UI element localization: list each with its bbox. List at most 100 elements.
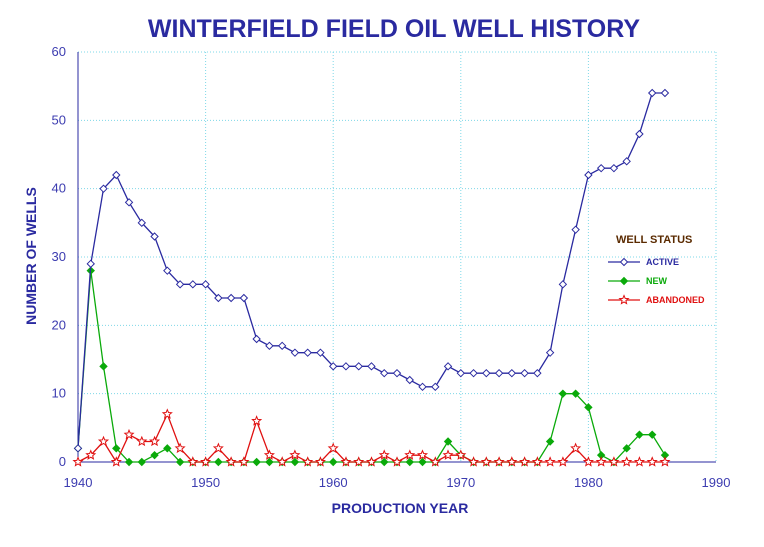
- data-point-new: [635, 430, 644, 439]
- data-point-abandoned: [110, 456, 122, 467]
- data-point-abandoned: [200, 456, 212, 467]
- data-point-abandoned: [161, 408, 173, 419]
- data-point-abandoned: [72, 456, 84, 467]
- data-point-abandoned: [544, 456, 556, 467]
- data-point-abandoned: [633, 456, 645, 467]
- data-point-abandoned: [570, 442, 582, 454]
- data-point-active: [316, 348, 325, 357]
- y-tick-label: 0: [59, 454, 66, 469]
- data-point-active: [226, 293, 236, 303]
- data-point-active: [635, 129, 644, 139]
- data-point-new: [584, 403, 593, 412]
- data-point-abandoned: [404, 449, 416, 460]
- data-point-abandoned: [302, 456, 314, 467]
- series-active: [73, 88, 670, 453]
- data-point-active: [86, 259, 95, 269]
- data-point-active: [239, 293, 249, 303]
- data-point-abandoned: [276, 456, 288, 467]
- data-point-new: [647, 430, 657, 439]
- data-point-active: [660, 88, 670, 98]
- data-point-abandoned: [442, 449, 454, 460]
- y-tick-label: 30: [52, 249, 66, 264]
- data-point-new: [418, 457, 427, 467]
- data-point-abandoned: [378, 449, 390, 460]
- data-point-active: [469, 368, 478, 378]
- data-point-active: [290, 348, 300, 357]
- data-point-abandoned: [97, 435, 110, 447]
- x-tick-label: 1960: [319, 475, 348, 490]
- data-point-abandoned: [455, 449, 467, 460]
- data-point-active: [456, 368, 466, 378]
- data-point-active: [265, 341, 274, 351]
- data-point-abandoned: [314, 456, 326, 467]
- data-point-new: [150, 450, 159, 460]
- data-point-abandoned: [251, 415, 263, 426]
- data-point-abandoned: [429, 456, 441, 467]
- data-point-new: [290, 457, 300, 467]
- data-point-new: [558, 389, 568, 398]
- data-point-active: [647, 88, 657, 98]
- legend-label-active: ACTIVE: [646, 257, 679, 267]
- data-point-active: [494, 368, 504, 378]
- data-point-new: [443, 437, 453, 446]
- data-point-abandoned: [391, 456, 403, 467]
- y-axis-label: NUMBER OF WELLS: [23, 187, 39, 325]
- y-tick-label: 20: [52, 317, 66, 332]
- legend-marker-new: [619, 276, 629, 286]
- y-tick-label: 10: [52, 386, 66, 401]
- legend-marker-active: [619, 257, 629, 267]
- series-line-abandoned: [77, 412, 665, 464]
- data-point-abandoned: [557, 456, 569, 467]
- data-point-new: [265, 457, 274, 467]
- data-point-abandoned: [480, 456, 492, 467]
- x-axis-label: PRODUCTION YEAR: [332, 500, 469, 516]
- data-point-abandoned: [531, 456, 543, 467]
- data-point-new: [112, 444, 121, 453]
- data-point-abandoned: [353, 456, 365, 467]
- data-point-abandoned: [340, 456, 352, 467]
- x-tick-label: 1950: [191, 475, 220, 490]
- data-point-new: [571, 389, 580, 398]
- data-point-active: [73, 444, 83, 453]
- data-point-active: [367, 362, 376, 371]
- data-point-active: [137, 218, 147, 228]
- data-point-abandoned: [327, 442, 339, 454]
- legend: WELL STATUS ACTIVE NEW ABANDONED: [608, 234, 705, 305]
- data-point-active: [188, 280, 198, 289]
- data-point-active: [571, 225, 580, 234]
- data-point-active: [150, 232, 159, 241]
- data-point-abandoned: [263, 449, 275, 460]
- data-point-abandoned: [187, 456, 199, 467]
- data-point-abandoned: [365, 456, 378, 467]
- data-point-active: [431, 382, 440, 392]
- data-point-active: [507, 368, 517, 378]
- data-point-abandoned: [595, 456, 607, 467]
- data-point-active: [622, 157, 631, 166]
- data-point-active: [405, 375, 414, 385]
- data-point-new: [328, 457, 338, 467]
- data-point-abandoned: [659, 456, 671, 467]
- data-point-abandoned: [493, 456, 505, 467]
- data-point-new: [252, 457, 261, 467]
- y-tick-label: 50: [52, 112, 66, 127]
- data-point-abandoned: [582, 456, 594, 467]
- data-point-active: [596, 163, 606, 173]
- data-point-new: [99, 362, 108, 371]
- data-point-abandoned: [149, 435, 161, 447]
- data-point-active: [392, 368, 402, 378]
- series-abandoned: [72, 408, 671, 467]
- data-point-abandoned: [506, 456, 518, 467]
- data-point-active: [558, 280, 568, 289]
- legend-marker-abandoned: [618, 294, 630, 305]
- data-point-abandoned: [519, 456, 531, 467]
- legend-label-new: NEW: [646, 276, 668, 286]
- x-tick-label: 1970: [446, 475, 475, 490]
- data-point-active: [328, 362, 338, 371]
- data-point-active: [418, 382, 427, 392]
- x-tick-label: 1940: [64, 475, 93, 490]
- data-point-new: [175, 457, 185, 467]
- x-tick-label: 1990: [702, 475, 731, 490]
- data-point-new: [545, 437, 555, 446]
- grid-lines: [78, 51, 717, 462]
- x-tick-label: 1980: [574, 475, 603, 490]
